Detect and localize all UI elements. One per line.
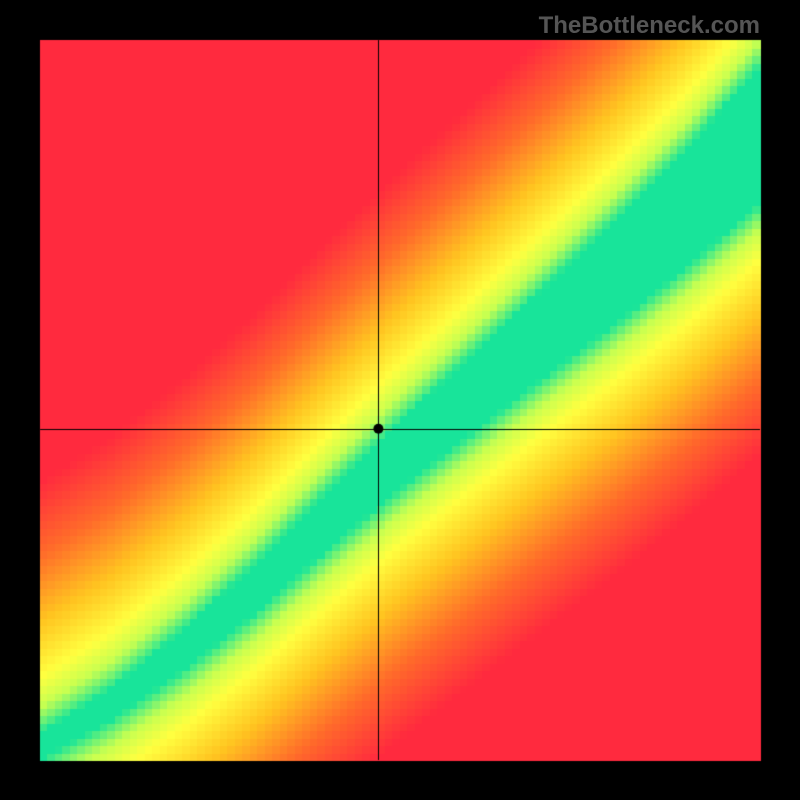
watermark-text: TheBottleneck.com <box>539 12 760 40</box>
bottleneck-heatmap-chart: TheBottleneck.com <box>0 0 800 800</box>
overlay-canvas <box>0 0 800 800</box>
